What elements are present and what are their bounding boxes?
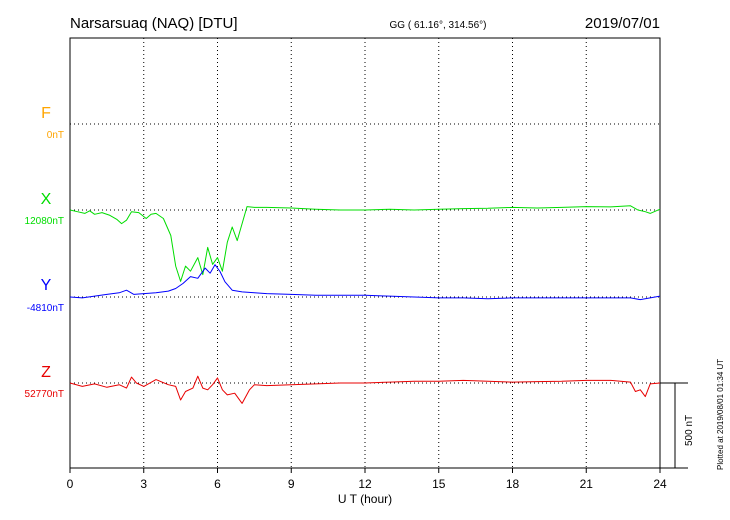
series-layer	[69, 205, 661, 404]
station-title: Narsarsuaq (NAQ) [DTU]	[70, 15, 238, 32]
series-line-y	[69, 264, 661, 301]
scale-bar: 500 nT	[660, 382, 695, 469]
component-label-y: Y	[41, 277, 52, 294]
x-tick-label: 3	[140, 477, 147, 491]
x-tick-label: 18	[506, 477, 520, 491]
x-tick-label: 0	[67, 477, 74, 491]
x-tick-label: 21	[580, 477, 594, 491]
scale-bar-label: 500 nT	[684, 415, 695, 446]
x-tick-label: 15	[432, 477, 446, 491]
x-axis-ticks: 0 3 6 9 12 15 18 21 24	[67, 468, 667, 491]
component-baseline-f: 0nT	[47, 130, 64, 141]
x-tick-label: 24	[653, 477, 667, 491]
component-label-x: X	[41, 191, 52, 208]
x-tick-label: 6	[214, 477, 221, 491]
x-tick-label: 12	[358, 477, 372, 491]
grid-layer	[70, 38, 660, 468]
x-axis-label: U T (hour)	[338, 492, 392, 506]
geographic-coordinates: GG ( 61.16°, 314.56°)	[390, 20, 487, 31]
component-baseline-y: -4810nT	[27, 303, 64, 314]
component-baseline-z: 52770nT	[25, 389, 64, 400]
component-baseline-x: 12080nT	[25, 216, 64, 227]
series-line-z	[69, 375, 661, 404]
chart-date: 2019/07/01	[585, 15, 660, 32]
component-label-f: F	[41, 105, 51, 122]
component-label-z: Z	[41, 364, 51, 381]
plotted-timestamp: Plotted at 2019/08/01 01:34 UT	[716, 359, 725, 470]
x-tick-label: 9	[288, 477, 295, 491]
component-labels: F 0nT X 12080nT Y -4810nT Z 52770nT	[25, 105, 64, 400]
series-line-x	[69, 205, 661, 282]
